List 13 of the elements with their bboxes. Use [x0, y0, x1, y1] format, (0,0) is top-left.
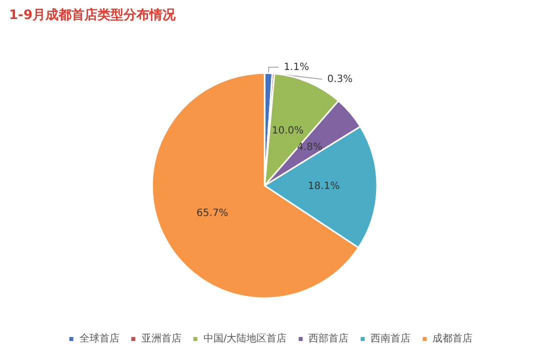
- legend-label: 全球首店: [79, 332, 120, 344]
- data-label: 0.3%: [327, 74, 353, 85]
- data-label: 10.0%: [272, 126, 304, 137]
- legend-label: 中国/大陆地区首店: [203, 332, 287, 344]
- legend-label: 西部首店: [308, 332, 349, 344]
- data-label: 4.8%: [297, 142, 322, 153]
- legend-label: 亚洲首店: [141, 332, 182, 344]
- data-label: 1.1%: [284, 62, 310, 73]
- legend-label: 成都首店: [432, 332, 473, 344]
- data-label: 65.7%: [196, 208, 228, 220]
- chart-title: 1-9月成都首店类型分布情况: [9, 7, 176, 23]
- legend-label: 西南首店: [370, 332, 411, 344]
- data-label: 18.1%: [308, 181, 340, 192]
